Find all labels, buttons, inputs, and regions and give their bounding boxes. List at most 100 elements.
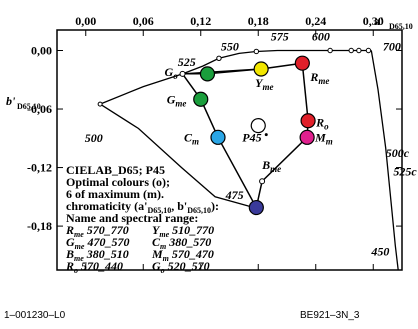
wavelength-label: 525c — [393, 164, 417, 178]
legend-range-name: R — [65, 223, 74, 237]
point-P45-dot — [264, 133, 268, 137]
y-tick-label: -0,18 — [27, 219, 52, 233]
x-tick-label: 0,06 — [133, 14, 154, 28]
legend-range-value: 510_770 — [169, 223, 214, 237]
legend-text: a' — [138, 199, 147, 213]
point-B — [248, 199, 264, 216]
legend-range-value: 380_510 — [84, 247, 129, 261]
legend-range-sub: me — [159, 230, 169, 239]
point-Bme-ring — [259, 178, 266, 185]
legend-range-value: 520_570 — [165, 259, 210, 273]
legend-range-sub: m — [163, 254, 169, 263]
point-P45-ring — [250, 118, 266, 134]
gamut-polygon — [181, 62, 309, 210]
y-axis-label-sub: D65,10 — [17, 102, 41, 111]
wavelength-label: 700 — [383, 39, 401, 53]
legend-line: Name and spectral range: — [66, 211, 198, 225]
legend-line: chromaticity (a'D65,10, b'D65,10): — [66, 199, 219, 215]
y-tick-label: 0,00 — [31, 43, 52, 57]
wavelength-label: 500c — [386, 146, 410, 160]
point-label-sub: me — [318, 76, 329, 86]
legend-range: Cm 380_570 — [152, 235, 211, 251]
gamut-edge — [207, 68, 262, 75]
legend-text: ): — [211, 199, 219, 213]
x-axis-label-sub: D65,10 — [389, 22, 413, 31]
legend-range-value: 570_440 — [78, 259, 123, 273]
wavelength-label: 600 — [312, 30, 330, 44]
x-tick-label: 0,18 — [248, 14, 269, 28]
legend-range-name: Y — [152, 223, 161, 237]
legend-text: , b' — [171, 199, 187, 213]
legend-range: Mm 570_470 — [151, 247, 214, 263]
x-tick-label: 0,24 — [305, 14, 326, 28]
legend-range: Rme 570_770 — [65, 223, 129, 239]
x-tick-label: 0,12 — [190, 14, 211, 28]
point-label-sub: me — [270, 164, 281, 174]
locus-tick — [348, 47, 354, 54]
legend-range-name: B — [65, 247, 74, 261]
tick-layer: 0,00 0,06 0,12 0,18 0,24 0,30 0,00 -0,06 -0,12 -0… — [6, 14, 413, 270]
legend-line: 6 of maximum (m). — [66, 187, 164, 201]
wavelength-label: 500 — [85, 131, 103, 145]
legend-line: CIELAB_D65; P45 — [66, 163, 165, 177]
legend-range-name: M — [151, 247, 163, 261]
blue-line — [99, 103, 251, 208]
wavelength-label: 450 — [370, 244, 389, 258]
legend-range-value: 470_570 — [84, 235, 129, 249]
point-label-sub: m — [192, 136, 199, 146]
legend-range-sub: me — [74, 230, 84, 239]
plot-frame — [56, 29, 403, 271]
legend-range-value: 570_770 — [84, 223, 129, 237]
point-label-P45: P45 — [242, 131, 261, 145]
legend-sub: D65,10 — [187, 206, 211, 215]
legend-range: Ro 570_440 — [65, 259, 123, 275]
point-layer — [179, 55, 316, 216]
legend-range-sub: o — [74, 266, 78, 275]
footer-left: 1–001230–L0 — [4, 310, 66, 321]
legend-sub: D65,10 — [147, 206, 171, 215]
wavelength-label: 475 — [225, 188, 244, 202]
locus-tick — [327, 47, 333, 54]
legend-range-sub: m — [160, 242, 166, 251]
point-label-sub: o — [324, 122, 329, 132]
y-tick-label: -0,12 — [27, 161, 52, 175]
legend-range-value: 570_470 — [169, 247, 214, 261]
point-Cme — [210, 129, 226, 145]
x-axis-label: a' — [374, 14, 383, 28]
legend-range-name: G — [66, 235, 75, 249]
point-Rme — [294, 55, 310, 71]
legend-range-sub: me — [74, 254, 84, 263]
wavelength-label: 525 — [178, 55, 196, 69]
legend-range-value: 380_570 — [166, 235, 211, 249]
x-tick-label: 0,00 — [75, 14, 96, 28]
locus-tick — [365, 47, 372, 54]
wavelength-label: 550 — [221, 39, 239, 53]
legend-text: chromaticity ( — [66, 199, 138, 213]
legend-range-sub: me — [75, 242, 85, 251]
point-label-sub: me — [262, 82, 273, 92]
purple-line — [370, 50, 399, 271]
point-label-sub: o — [173, 71, 178, 81]
point-Gme — [193, 91, 209, 107]
point-G-ring — [179, 70, 186, 77]
legend-range-name: R — [65, 259, 74, 273]
wavelength-label: 575 — [271, 30, 289, 44]
locus-tick — [216, 55, 222, 61]
legend-range: Bme 380_510 — [65, 247, 129, 263]
point-label-sub: m — [326, 136, 333, 146]
y-tick-label: -0,06 — [27, 102, 52, 116]
legend-range: Yme 510_770 — [152, 223, 214, 239]
legend-line: Optimal colours (o); — [66, 175, 170, 189]
locus-tick — [253, 48, 260, 55]
point-Yme — [253, 61, 269, 77]
legend-range: Go 520_570 — [152, 259, 210, 275]
footer-right: BE921–3N_3 — [300, 310, 360, 321]
y-axis-label: b' — [6, 94, 16, 108]
locus-tick — [97, 101, 103, 107]
legend-range: Gme 470_570 — [66, 235, 129, 251]
